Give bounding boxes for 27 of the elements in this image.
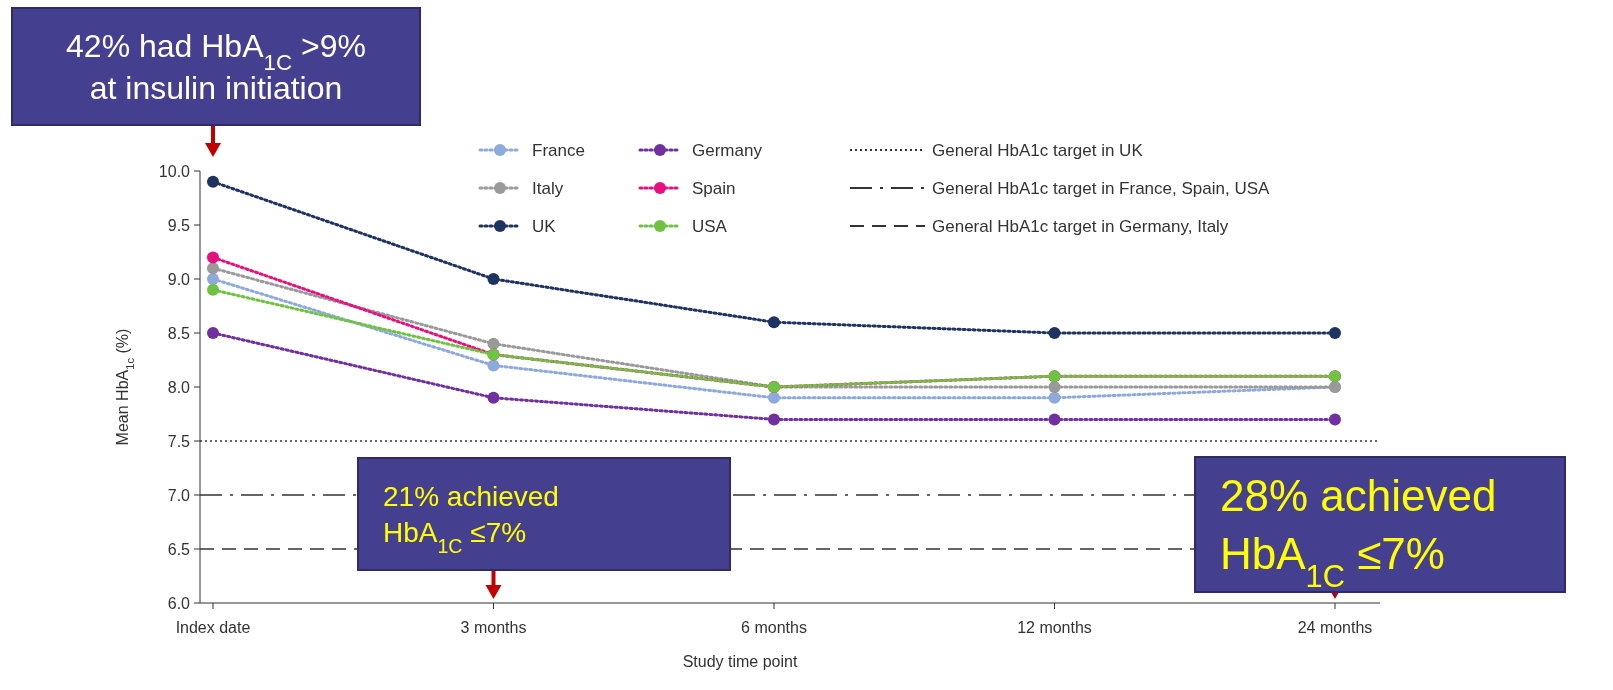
y-tick-label: 9.0 [167,270,191,288]
legend-label: Italy [532,178,564,198]
legend-label: General HbA1c target in UK [932,140,1144,160]
y-tick-label: 8.0 [167,378,191,396]
text: 42% had HbA$_{1C}$ >9% at insulin initiation [66,27,366,106]
y-tick-label: 7.5 [167,432,191,450]
annotation: 21% achieved HbA$_{1C}$ ≤7% [383,480,559,557]
legend-label: General HbA1c target in France, Spain, USA [932,178,1270,198]
x-axis-title: Study time point [682,653,798,670]
y-tick-label: 9.5 [167,216,191,234]
y-tick-label: 6.0 [167,594,191,612]
x-tick-label: 24 months [1297,619,1373,636]
y-tick-label: 8.5 [167,324,191,342]
y-tick-label: 6.5 [167,540,191,558]
legend-label: Spain [692,178,736,198]
legend-label: UK [532,216,557,236]
x-tick-label: 12 months [1017,619,1092,636]
y-tick-label: 7.0 [167,486,191,504]
annotation: 28% achieved HbA$_{1C}$ ≤7% [1220,471,1497,593]
legend-label: USA [692,216,728,236]
x-tick-label: 6 months [741,619,807,636]
legend-label: Germany [692,140,763,160]
x-tick-label: 3 months [460,619,527,636]
legend-label: General HbA1c target in Germany, Italy [932,216,1229,236]
x-tick-label: Index date [175,619,251,636]
legend-label: France [532,140,585,160]
y-tick-label: 10.0 [158,162,191,180]
